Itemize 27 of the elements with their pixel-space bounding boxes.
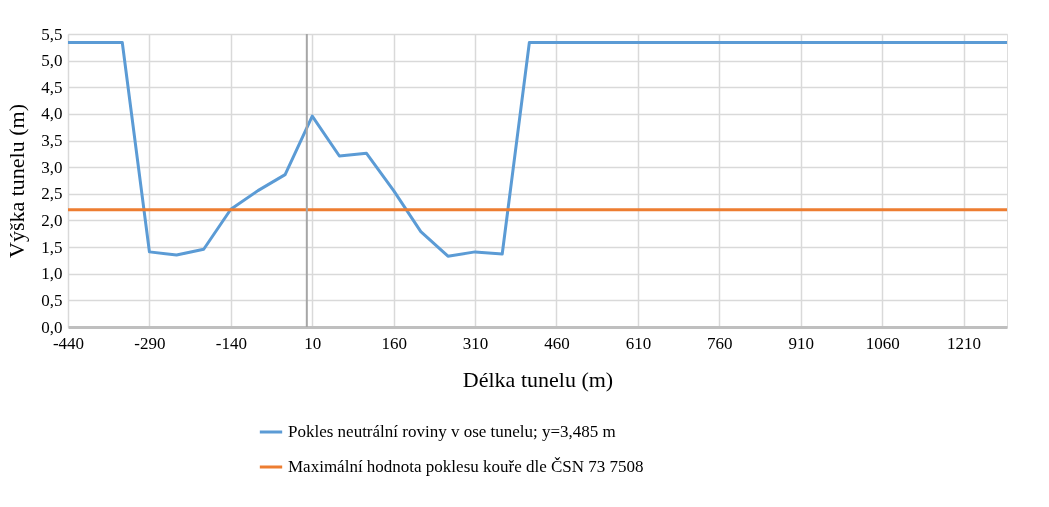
x-tick-label: 760 bbox=[707, 333, 733, 353]
y-tick-label: 5,5 bbox=[41, 24, 63, 44]
x-tick-label: 1060 bbox=[865, 333, 900, 353]
y-tick-label: 3,0 bbox=[41, 157, 63, 177]
x-tick-label: 460 bbox=[544, 333, 570, 353]
line-series bbox=[66, 41, 1009, 258]
x-axis-title: Délka tunelu (m) bbox=[462, 366, 614, 392]
legend-label: Maximální hodnota poklesu kouře dle ČSN 73 7508 bbox=[288, 457, 644, 476]
y-tick-label: 4,0 bbox=[41, 104, 63, 124]
x-tick-label: -290 bbox=[134, 333, 166, 353]
y-tick-label: 2,5 bbox=[41, 184, 63, 204]
y-axis-title: Výška tunelu (m) bbox=[4, 104, 30, 258]
y-tick-label: 2,0 bbox=[41, 210, 63, 230]
x-tick-label: 310 bbox=[462, 333, 489, 353]
y-tick-label: 3,5 bbox=[41, 131, 63, 151]
x-tick-label: 10 bbox=[304, 333, 322, 353]
y-tick-label: 4,5 bbox=[41, 77, 63, 97]
legend-label: Pokles neutrální roviny v ose tunelu; y=3,485 m bbox=[288, 422, 616, 441]
y-tick-label: 1,5 bbox=[41, 237, 63, 257]
y-tick-label: 0,5 bbox=[41, 290, 63, 310]
x-tick-label: -140 bbox=[215, 333, 247, 353]
x-tick-label: 1210 bbox=[947, 333, 982, 353]
x-tick-label: 160 bbox=[381, 333, 407, 353]
x-tick-label: 610 bbox=[625, 333, 652, 353]
y-tick-label: 1,0 bbox=[41, 264, 63, 284]
x-tick-label: 910 bbox=[788, 333, 814, 353]
y-tick-label: 5,0 bbox=[41, 51, 63, 71]
